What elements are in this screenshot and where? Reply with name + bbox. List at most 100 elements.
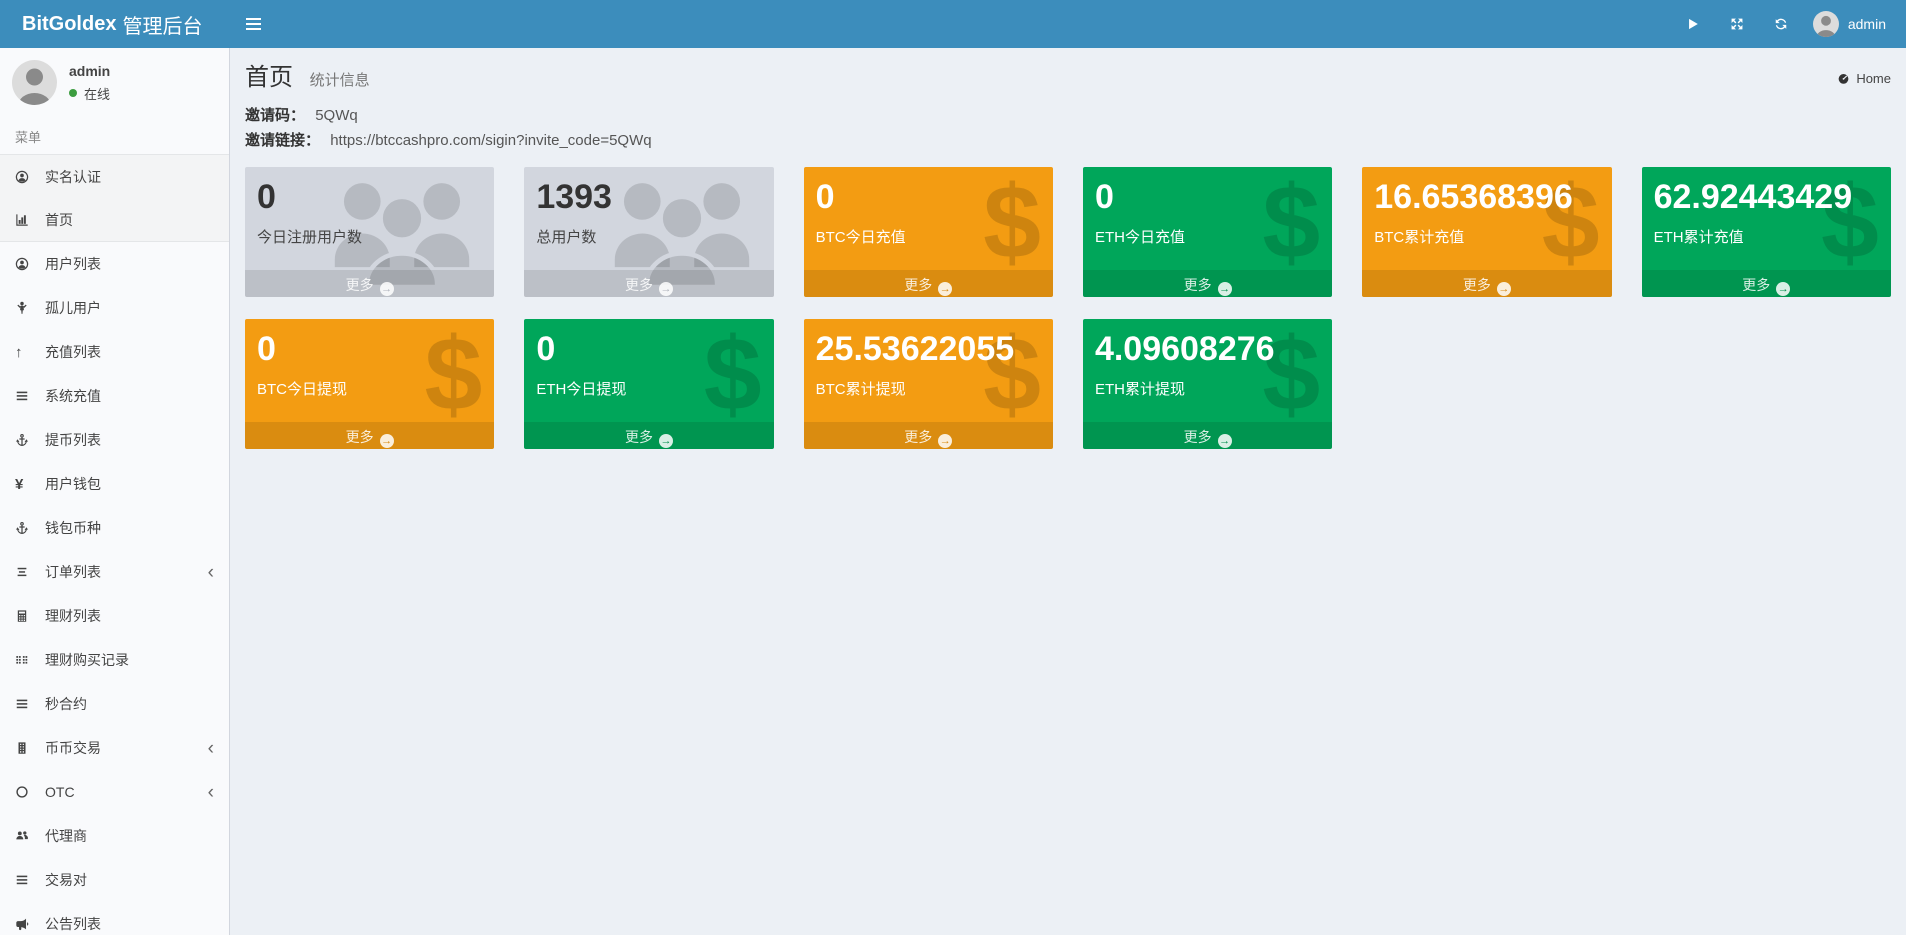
statbox-value: 0 [536,330,556,368]
sidebar-item-trade-pairs[interactable]: 交易对 [0,858,229,902]
arrow-circle-right-icon: → [1217,282,1232,296]
building-icon [15,741,37,755]
invite-code-label: 邀请码： [245,107,306,124]
stat-row-1: 0 今日注册用户数 更多 → 1393 总用户数 更多 → 0 BTC今日充值 $ [230,155,1906,319]
statbox-value: 62.92443429 [1653,178,1853,216]
user-menu[interactable]: admin [1803,0,1906,48]
fullscreen-button[interactable] [1715,0,1759,48]
sidebar-item-user-list[interactable]: 用户列表 [0,242,229,286]
refresh-icon [1775,18,1787,30]
sidebar-user-panel: admin 在线 [0,48,229,117]
statbox-label: ETH累计充值 [1653,229,1744,247]
stat-row-2: 0 BTC今日提现 $ 更多 → 0 ETH今日提现 $ 更多 → 25.53622… [230,319,1906,471]
arrow-circle-right-icon: → [379,434,394,448]
list-lines-icon [15,389,37,403]
sidebar-item-finance-purchase-records[interactable]: 理财购买记录 [0,638,229,682]
chevron-left-icon: ‹ [207,561,214,583]
statbox-more-link[interactable]: 更多 → [245,422,495,449]
statbox-more-link[interactable]: 更多 → [1082,270,1333,297]
sidebar-item-second-contract[interactable]: 秒合约 [0,682,229,726]
sidebar-item-agents[interactable]: 代理商 [0,814,229,858]
breadcrumb[interactable]: Home [1837,71,1891,86]
statbox-total-users: 1393 总用户数 更多 → [524,167,774,297]
sidebar-menu: 实名认证 首页 用户列表 孤儿用户 ↑ 充值列表 系统充值 提币列表 ¥ 用户钱… [0,154,229,935]
sidebar-avatar [12,60,57,105]
circle-o-icon [15,785,37,799]
statbox-more-link[interactable]: 更多 → [245,270,495,297]
statbox-label: BTC累计充值 [1374,229,1465,247]
sidebar-item-wallet-coins[interactable]: 钱包币种 [0,506,229,550]
arrow-circle-right-icon: → [379,282,394,296]
list-lines-icon [15,873,37,887]
sidebar-item-coin-trade[interactable]: 币币交易 ‹ [0,726,229,770]
statbox-value: 16.65368396 [1374,178,1573,216]
breadcrumb-home[interactable]: Home [1856,71,1891,86]
sidebar-item-system-deposit[interactable]: 系统充值 [0,374,229,418]
sidebar-item-home[interactable]: 首页 [0,198,229,242]
dollar-icon: $ [424,319,483,433]
navbar-avatar [1812,11,1839,37]
statbox-eth-today-deposit: 0 ETH今日充值 $ 更多 → [1082,167,1333,297]
user-circle-icon [15,170,37,184]
statbox-value: 4.09608276 [1094,330,1275,368]
sidebar-item-order-list[interactable]: 订单列表 ‹ [0,550,229,594]
dashboard-icon [1838,74,1849,84]
dollar-icon: $ [703,319,762,433]
statbox-eth-total-deposit: 62.92443429 ETH累计充值 $ 更多 → [1641,167,1891,297]
invite-link-row: 邀请链接： https://btccashpro.com/sigin?invit… [245,130,1891,151]
status-dot-icon [69,89,77,97]
invite-code-value: 5QWq [315,107,358,124]
dollar-icon: $ [1262,319,1321,433]
statbox-eth-today-withdraw: 0 ETH今日提现 $ 更多 → [524,319,774,449]
arrow-up-icon: ↑ [15,343,23,361]
anchor-icon [15,521,37,535]
arrow-circle-right-icon: → [1776,282,1791,296]
grid-icon [15,653,37,667]
sidebar-item-otc[interactable]: OTC ‹ [0,770,229,814]
statbox-today-registered-users: 0 今日注册用户数 更多 → [245,167,495,297]
statbox-more-link[interactable]: 更多 → [1641,270,1891,297]
online-status: 在线 [69,84,110,103]
list-lines-icon [15,697,37,711]
child-icon [15,301,37,315]
brand-logo[interactable]: BitGoldex 管理后台 [0,0,230,48]
statbox-btc-today-withdraw: 0 BTC今日提现 $ 更多 → [245,319,495,449]
sidebar-toggle-button[interactable] [230,0,276,48]
invite-info: 邀请码： 5QWq 邀请链接： https://btccashpro.com/s… [230,95,1906,151]
statbox-value: 1393 [536,178,612,216]
sidebar-item-deposit-list[interactable]: ↑ 充值列表 [15,343,101,361]
arrow-circle-right-icon: → [938,282,953,296]
statbox-more-link[interactable]: 更多 → [524,422,774,449]
sidebar-item-user-wallet[interactable]: ¥ 用户钱包 [15,475,101,493]
arrow-circle-right-icon: → [1496,282,1511,296]
content-header: 首页 统计信息 Home [230,48,1906,95]
statbox-label: ETH今日提现 [536,381,627,399]
refresh-button[interactable] [1759,0,1803,48]
dollar-icon: $ [1262,167,1321,281]
sidebar: admin 在线 菜单 实名认证 首页 用户列表 孤儿用户 ↑ 充值列表 [0,48,230,935]
statbox-more-link[interactable]: 更多 → [1362,270,1612,297]
dollar-icon: $ [983,319,1041,433]
calculator-icon [15,609,37,623]
sidebar-item-announcement-list[interactable]: 公告列表 [0,902,229,935]
bar-chart-icon [15,213,37,227]
statbox-more-link[interactable]: 更多 → [524,270,774,297]
brand-suffix: 管理后台 [122,15,203,38]
play-button[interactable] [1671,0,1715,48]
sidebar-username: admin [69,62,111,79]
sidebar-item-withdraw-list[interactable]: 提币列表 [0,418,229,462]
statbox-more-link[interactable]: 更多 → [803,422,1053,449]
sidebar-item-orphan-users[interactable]: 孤儿用户 [0,286,229,330]
arrow-circle-right-icon: → [658,434,673,448]
users-icon [602,169,762,292]
statbox-label: BTC今日充值 [815,229,906,247]
reorder-icon [15,565,37,579]
statbox-more-link[interactable]: 更多 → [1082,422,1333,449]
statbox-btc-total-deposit: 16.65368396 BTC累计充值 $ 更多 → [1362,167,1612,297]
sidebar-item-finance-list[interactable]: 理财列表 [0,594,229,638]
dollar-icon: $ [983,167,1041,281]
sidebar-item-realname-auth[interactable]: 实名认证 [0,154,229,198]
bullhorn-icon [15,917,37,931]
yen-icon: ¥ [15,475,24,493]
statbox-more-link[interactable]: 更多 → [803,270,1053,297]
